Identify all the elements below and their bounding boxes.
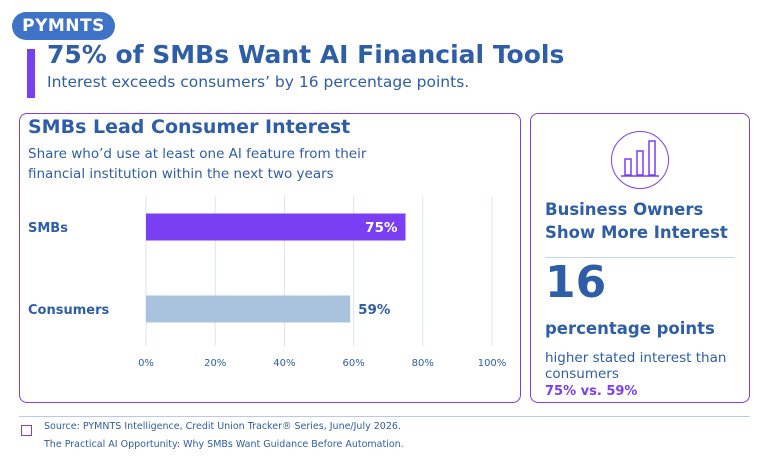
x-tick-label: 0% [138, 358, 154, 369]
kpi-description: higher stated interest than consumers [545, 350, 727, 382]
x-tick-label: 60% [342, 358, 364, 369]
category-label: Consumers [28, 303, 109, 318]
page-subtitle: Interest exceeds consumers’ by 16 percen… [47, 73, 470, 91]
x-tick-label: 100% [478, 358, 507, 369]
kpi-title: Business Owners Show More Interest [545, 200, 728, 242]
kpi-comparison: 75% vs. 59% [545, 384, 638, 399]
category-label: SMBs [28, 221, 68, 236]
kpi-divider [545, 257, 735, 258]
footer-note: The Practical AI Opportunity: Why SMBs W… [44, 439, 404, 450]
footer-square-icon [21, 425, 32, 436]
chart-panel: SMBs Lead Consumer Interest Share who’d … [19, 113, 521, 403]
bar-chart-icon [611, 131, 669, 189]
data-label: 75% [365, 220, 398, 236]
title-accent-bar [27, 49, 35, 98]
x-tick-label: 40% [273, 358, 295, 369]
chart-title: SMBs Lead Consumer Interest [28, 116, 351, 138]
pymnts-logo: PYMNTS [12, 12, 115, 40]
data-label: 59% [358, 302, 391, 318]
x-tick-label: 20% [204, 358, 226, 369]
kpi-panel: Business Owners Show More Interest 16 pe… [530, 113, 750, 403]
bar-consumers [146, 295, 351, 323]
footer-source: Source: PYMNTS Intelligence, Credit Unio… [44, 421, 401, 432]
page-title: 75% of SMBs Want AI Financial Tools [47, 40, 565, 69]
x-tick-label: 80% [412, 358, 434, 369]
bar-smbs [146, 213, 406, 241]
chart-subtitle: Share who’d use at least one AI feature … [28, 146, 367, 182]
footer-divider [19, 416, 750, 417]
kpi-number: 16 [545, 257, 607, 308]
bar-chart: 0% 20% 40% 60% 80% 100% SMBs 75% Consumers 59% [28, 196, 507, 369]
kpi-unit: percentage points [545, 319, 715, 338]
